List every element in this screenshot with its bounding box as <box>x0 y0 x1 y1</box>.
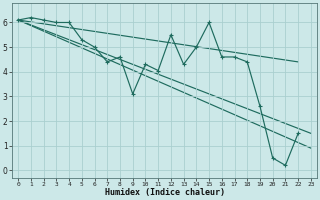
X-axis label: Humidex (Indice chaleur): Humidex (Indice chaleur) <box>105 188 225 197</box>
